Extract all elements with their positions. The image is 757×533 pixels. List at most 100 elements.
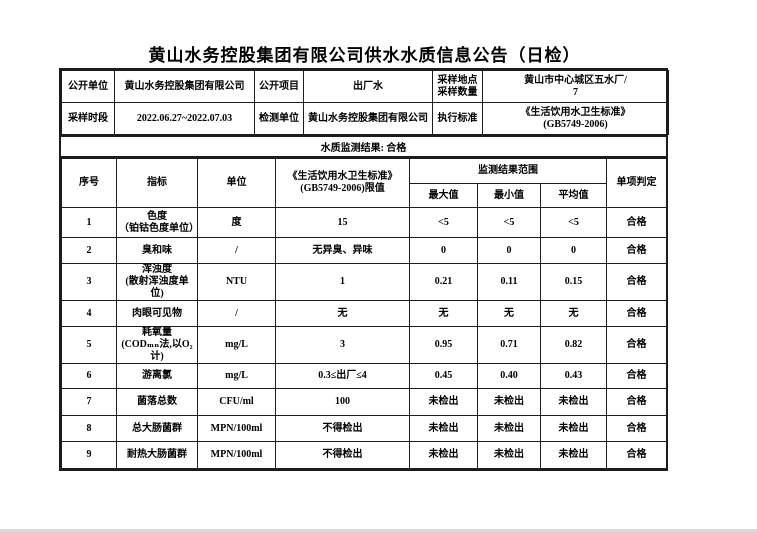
cell-avg: 无 bbox=[539, 300, 608, 327]
cell-avg: 未检出 bbox=[539, 388, 608, 416]
cell-seq: 9 bbox=[61, 441, 117, 469]
cell-min: 0.40 bbox=[477, 363, 541, 389]
label-sampling-place: 采样地点 bbox=[437, 74, 478, 86]
cell-max: 0 bbox=[409, 237, 478, 264]
value-standard-code: (GB5749-2006) bbox=[543, 118, 608, 130]
cell-limit: 1 bbox=[275, 263, 410, 301]
cell-max: 未检出 bbox=[409, 441, 478, 469]
cell-judge: 合格 bbox=[606, 388, 668, 416]
cell-seq: 8 bbox=[61, 415, 117, 442]
cell-seq: 1 bbox=[61, 207, 117, 238]
table-row: 5 耗氧量 (CODₘₙ法,以O₂计) mg/L 3 0.95 0.71 0.8… bbox=[61, 326, 668, 364]
cell-limit: 15 bbox=[275, 207, 410, 238]
cell-max: 0.95 bbox=[409, 326, 478, 364]
cell-indicator-line1: 浑浊度 bbox=[142, 264, 172, 275]
cell-indicator-line1: 肉眼可见物 bbox=[132, 307, 182, 319]
col-header-range: 监测结果范围 bbox=[408, 158, 608, 184]
cell-seq: 2 bbox=[61, 237, 117, 264]
cell-seq: 7 bbox=[61, 388, 117, 416]
cell-indicator-line1: 臭和味 bbox=[142, 244, 172, 256]
value-standard-name: 《生活饮用水卫生标准》 bbox=[520, 106, 631, 118]
cell-indicator: 色度 （铂钴色度单位） bbox=[116, 207, 199, 238]
cell-unit: mg/L bbox=[197, 363, 276, 389]
cell-limit: 不得检出 bbox=[275, 441, 410, 469]
cell-judge: 合格 bbox=[606, 300, 668, 327]
cell-limit: 不得检出 bbox=[275, 415, 410, 442]
cell-indicator-line1: 菌落总数 bbox=[137, 396, 177, 407]
cell-unit: / bbox=[197, 300, 276, 327]
notice-document: 公开单位 黄山水务控股集团有限公司 公开项目 出厂水 采样地点 采样数量 黄山市… bbox=[59, 68, 669, 471]
cell-limit: 0.3≤出厂≤4 bbox=[275, 363, 410, 389]
cell-seq: 4 bbox=[61, 300, 117, 327]
cell-indicator: 臭和味 bbox=[116, 237, 198, 264]
cell-indicator-line2: (散射浑浊度单位) bbox=[125, 276, 189, 299]
col-header-unit: 单位 bbox=[197, 158, 276, 208]
cell-indicator-line1: 色度 bbox=[147, 210, 167, 222]
page-title: 黄山水务控股集团有限公司供水水质信息公告（日检） bbox=[148, 46, 581, 65]
value-sampling-place: 黄山市中心城区五水厂/ bbox=[524, 74, 627, 86]
results-table: 序号 指标 单位 《生活饮用水卫生标准》 (GB5749-2006)限值 监测结… bbox=[61, 158, 668, 469]
cell-indicator-line1: 耗氧量 bbox=[142, 327, 172, 338]
table-row: 1 色度 （铂钴色度单位） 度 15 <5 <5 <5 合格 bbox=[61, 207, 668, 238]
cell-seq: 6 bbox=[61, 363, 117, 389]
cell-min: 未检出 bbox=[477, 441, 541, 469]
table-row: 9 耐热大肠菌群 MPN/100ml 不得检出 未检出 未检出 未检出 合格 bbox=[61, 441, 668, 469]
table-row: 8 总大肠菌群 MPN/100ml 不得检出 未检出 未检出 未检出 合格 bbox=[61, 415, 668, 442]
cell-min: 无 bbox=[477, 300, 541, 327]
overall-result-banner: 水质监测结果: 合格 bbox=[61, 135, 666, 158]
cell-avg: 未检出 bbox=[539, 441, 608, 469]
cell-limit: 无异臭、异味 bbox=[275, 237, 410, 264]
cell-max: 未检出 bbox=[409, 415, 478, 442]
cell-unit: NTU bbox=[197, 263, 276, 301]
cell-min: 未检出 bbox=[477, 415, 541, 442]
value-sampling-period: 2022.06.27~2022.07.03 bbox=[114, 102, 255, 135]
cell-max: 未检出 bbox=[409, 388, 478, 416]
col-header-judge: 单项判定 bbox=[606, 158, 668, 208]
header-row-1: 序号 指标 单位 《生活饮用水卫生标准》 (GB5749-2006)限值 监测结… bbox=[61, 158, 668, 208]
cell-unit: CFU/ml bbox=[197, 388, 276, 416]
col-header-min: 最小值 bbox=[477, 183, 541, 208]
cell-avg: <5 bbox=[539, 207, 608, 238]
value-public-unit: 黄山水务控股集团有限公司 bbox=[114, 70, 255, 103]
value-standard: 《生活饮用水卫生标准》 (GB5749-2006) bbox=[482, 102, 669, 135]
cell-avg: 未检出 bbox=[539, 415, 608, 442]
table-row: 4 肉眼可见物 / 无 无 无 无 合格 bbox=[61, 300, 668, 327]
col-header-limit-line1: 《生活饮用水卫生标准》 bbox=[287, 171, 398, 182]
cell-min: <5 bbox=[477, 207, 541, 238]
cell-indicator-line2: （铂钴色度单位） bbox=[119, 222, 199, 234]
cell-unit: MPN/100ml bbox=[197, 441, 276, 469]
label-testing-unit: 检测单位 bbox=[254, 102, 304, 135]
cell-max: <5 bbox=[409, 207, 478, 238]
cell-indicator: 肉眼可见物 bbox=[116, 300, 198, 327]
col-header-avg: 平均值 bbox=[539, 183, 608, 208]
cell-avg: 0.15 bbox=[539, 263, 608, 301]
table-row: 6 游离氯 mg/L 0.3≤出厂≤4 0.45 0.40 0.43 合格 bbox=[61, 363, 668, 389]
label-public-unit: 公开单位 bbox=[61, 70, 115, 103]
label-sampling-count: 采样数量 bbox=[437, 86, 478, 98]
cell-judge: 合格 bbox=[606, 415, 668, 442]
cell-judge: 合格 bbox=[606, 237, 668, 264]
cell-max: 0.45 bbox=[409, 363, 478, 389]
cell-indicator-line1: 耐热大肠菌群 bbox=[127, 449, 187, 460]
col-header-limit-line2: (GB5749-2006)限值 bbox=[300, 183, 385, 194]
col-header-limit: 《生活饮用水卫生标准》 (GB5749-2006)限值 bbox=[275, 158, 410, 208]
info-row-2: 采样时段 2022.06.27~2022.07.03 检测单位 黄山水务控股集团… bbox=[61, 102, 669, 135]
info-row-1: 公开单位 黄山水务控股集团有限公司 公开项目 出厂水 采样地点 采样数量 黄山市… bbox=[61, 70, 669, 103]
col-header-max: 最大值 bbox=[409, 183, 478, 208]
value-testing-unit: 黄山水务控股集团有限公司 bbox=[303, 102, 433, 135]
page-bottom-edge bbox=[0, 529, 757, 533]
col-header-indicator: 指标 bbox=[116, 158, 198, 208]
cell-seq: 5 bbox=[61, 326, 117, 364]
table-row: 2 臭和味 / 无异臭、异味 0 0 0 合格 bbox=[61, 237, 668, 264]
cell-min: 未检出 bbox=[477, 388, 541, 416]
cell-unit: MPN/100ml bbox=[197, 415, 276, 442]
cell-limit: 无 bbox=[275, 300, 410, 327]
cell-judge: 合格 bbox=[606, 441, 668, 469]
value-sampling-count: 7 bbox=[573, 86, 578, 98]
cell-limit: 3 bbox=[275, 326, 410, 364]
cell-min: 0 bbox=[477, 237, 541, 264]
cell-judge: 合格 bbox=[606, 363, 668, 389]
cell-indicator-line1: 游离氯 bbox=[142, 370, 172, 381]
cell-indicator-line2: (CODₘₙ法,以O₂计) bbox=[121, 339, 193, 362]
cell-avg: 0 bbox=[539, 237, 608, 264]
